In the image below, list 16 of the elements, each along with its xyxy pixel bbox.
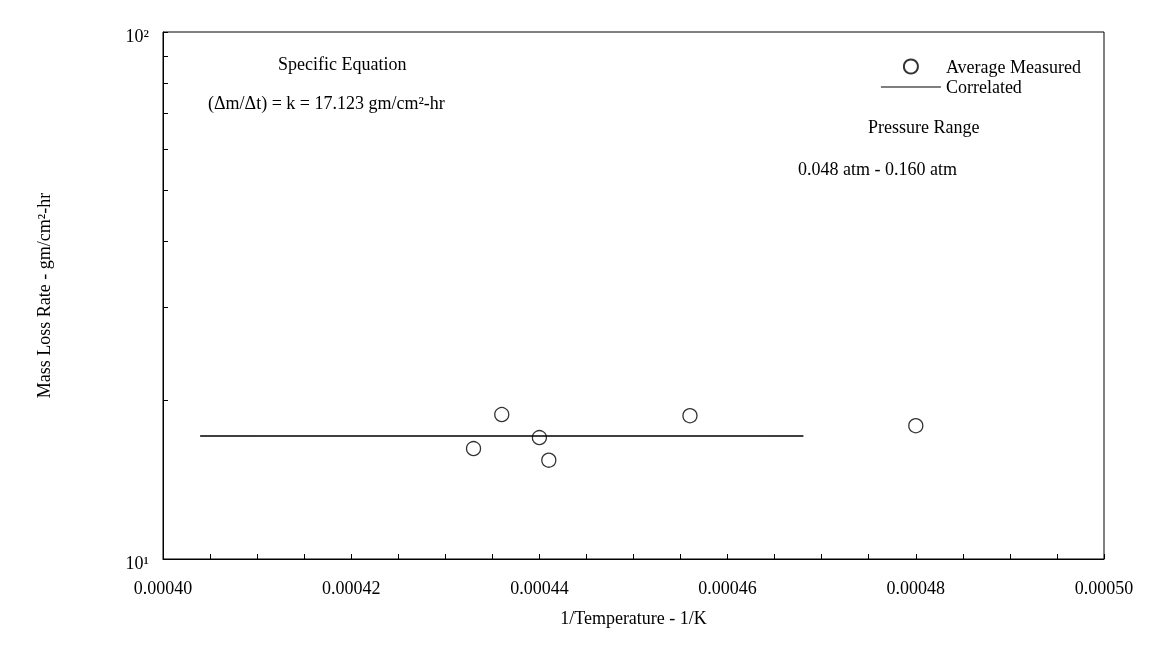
x-axis-title: 1/Temperature - 1/K [560,608,707,628]
annotation: 0.048 atm - 0.160 atm [798,159,957,179]
x-tick-label: 0.00044 [510,578,569,598]
legend-label: Correlated [945,77,1022,97]
x-tick-label: 0.00050 [1074,578,1134,598]
annotation: Specific Equation [278,54,407,74]
x-tick-label: 0.00046 [698,578,757,598]
x-tick-label: 0.00048 [886,578,946,598]
legend-label: Average Measured [945,56,1082,77]
x-tick-label: 0.00042 [321,578,381,598]
annotation: Pressure Range [868,117,980,137]
y-axis-title: Mass Loss Rate - gm/cm²-hr [34,192,54,399]
y-tick-label: 10² [125,26,149,46]
annotation: (Δm/Δt) = k = 17.123 gm/cm²-hr [208,93,445,114]
x-tick-label: 0.00040 [133,578,193,598]
y-tick-label: 10¹ [125,553,149,573]
